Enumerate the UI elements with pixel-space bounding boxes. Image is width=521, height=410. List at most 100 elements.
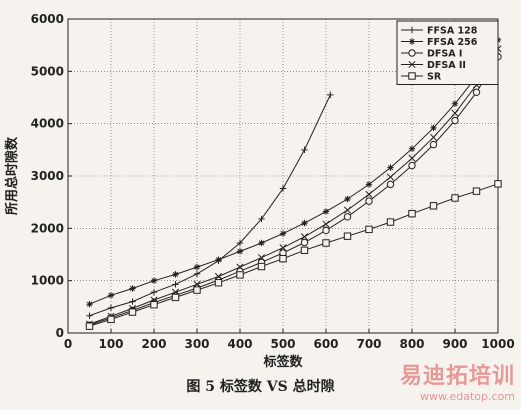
data-point [408,209,416,218]
data-point [365,225,373,234]
data-point [258,239,265,247]
x-tick-label: 100 [98,337,123,351]
series-line [89,48,499,325]
data-point [86,312,93,319]
data-point [387,164,394,171]
data-point [150,301,158,309]
data-point [279,244,287,252]
legend-item: DFSA I [401,49,462,60]
data-point [408,26,416,34]
data-point [343,232,352,240]
y-tick-label: 5000 [31,64,64,78]
data-point [408,154,416,162]
x-tick-label: 200 [141,337,166,351]
legend-label: FFSA 256 [427,37,478,48]
data-point [365,181,373,188]
data-point [236,263,244,271]
data-point [386,180,395,189]
data-point [408,72,416,80]
y-tick-label: 3000 [31,169,64,183]
x-tick-label: 800 [399,337,424,351]
data-point [365,197,373,205]
data-point [214,272,223,281]
data-point [451,194,459,202]
legend-label: SR [427,72,442,83]
data-point [365,190,373,198]
y-tick-label: 1000 [31,274,64,288]
data-point [257,254,266,262]
data-point [171,293,180,302]
data-point [429,202,438,210]
legend-item: DFSA II [401,60,466,71]
y-tick-label: 6000 [31,12,64,26]
data-point [451,109,459,117]
data-point [129,285,136,292]
data-point [494,180,502,188]
series-ffsa-128 [86,91,334,319]
data-point [322,226,330,235]
data-point [150,277,158,284]
data-point [215,256,222,263]
y-tick-label: 4000 [31,117,64,131]
x-tick-label: 1000 [481,337,514,351]
watermark-name: 易迪拓培训 [399,364,515,389]
figure-caption: 图 5 标签数 VS 总时隙 [186,379,335,395]
series-dfsa-i [85,52,502,329]
series-line [89,39,499,305]
data-point [300,238,309,247]
x-tick-label: 300 [184,337,209,351]
data-point [236,248,244,255]
data-point [408,60,416,69]
data-point [472,187,481,195]
data-point [150,288,158,296]
series-dfsa-ii [85,45,502,328]
series-ffsa-256 [86,36,502,308]
x-tick-label: 600 [313,337,338,351]
data-point [429,140,438,149]
data-point [193,286,201,294]
data-point [86,301,93,308]
series-group [85,36,502,330]
data-point [300,233,309,241]
data-point [343,206,352,214]
series-sr [85,180,502,330]
data-point [408,49,416,57]
watermark-url: www.edatop.com [420,390,515,403]
y-axis-label: 所用总时隙数 [4,136,20,215]
data-point [193,263,201,271]
data-point [172,271,179,278]
data-point [279,230,287,237]
legend-item: FFSA 128 [401,26,478,37]
x-axis-label: 标签数 [262,354,303,370]
data-point [451,100,459,107]
axes: 0 100 200 300 400 500 600 700 800 900 1000 0 1000 200… [4,12,515,370]
data-point [301,219,308,227]
data-point [279,254,287,263]
x-tick-label: 900 [442,337,467,351]
data-point [301,146,308,154]
x-tick-label: 500 [270,337,295,351]
data-point [107,304,115,312]
data-point [386,218,395,226]
data-point [128,308,137,316]
data-point [214,279,223,287]
data-point [430,124,437,132]
legend-label: DFSA I [427,49,462,60]
series-line [89,56,499,326]
data-point [85,322,94,330]
y-tick-label: 2000 [31,221,64,235]
data-point [408,145,416,152]
legend-item: FFSA 256 [401,37,478,48]
data-point [257,262,266,271]
data-point [322,239,330,247]
data-point [429,133,438,141]
data-point [300,246,309,255]
x-tick-label: 0 [64,337,72,351]
data-point [408,161,416,170]
data-point [327,91,334,99]
legend-label: DFSA II [427,60,466,71]
data-point [472,88,481,96]
series-line [89,94,331,317]
data-point [279,185,287,192]
